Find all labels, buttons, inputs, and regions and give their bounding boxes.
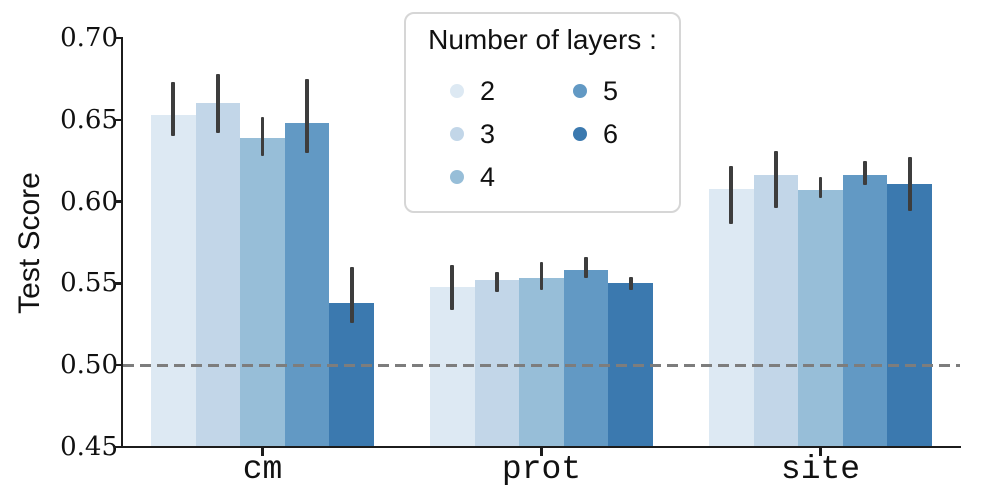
legend-item-label: 5 [603, 76, 619, 106]
legend-item-layers-3: 3 [450, 112, 495, 156]
legend-swatch-icon-layers-6 [573, 127, 587, 141]
error-bar-site-layers-5 [863, 160, 868, 186]
y-tick-mark [114, 445, 123, 449]
bar-cm-layers-5 [284, 123, 330, 447]
y-axis-label: Test Score [13, 172, 46, 314]
y-tick-label: 0.65 [60, 104, 118, 135]
y-tick-label: 0.45 [60, 432, 118, 462]
y-tick-label: 0.60 [60, 186, 118, 217]
error-bar-prot-layers-2 [450, 265, 455, 310]
bar-cm-layers-2 [150, 114, 196, 447]
legend-item-layers-6: 6 [573, 112, 618, 156]
legend-item-label: 6 [603, 119, 619, 149]
legend-item-layers-5: 5 [573, 69, 618, 113]
error-bar-prot-layers-3 [494, 271, 499, 292]
error-bar-cm-layers-6 [349, 267, 354, 323]
error-bar-cm-layers-5 [305, 78, 310, 153]
bar-cm-layers-3 [195, 103, 241, 447]
bar-prot-layers-5 [563, 270, 609, 447]
x-tick-mark [261, 448, 264, 456]
bar-cm-layers-6 [329, 303, 375, 447]
legend: Number of layers : 2 3 4 5 6 [404, 12, 681, 213]
bar-site-layers-2 [708, 188, 754, 447]
y-tick-mark [114, 118, 123, 122]
error-bar-cm-layers-4 [260, 116, 265, 156]
legend-item-layers-2: 2 [450, 69, 495, 113]
bar-prot-layers-3 [474, 280, 520, 447]
y-tick-label: 0.50 [60, 350, 118, 381]
y-tick-mark [114, 363, 123, 367]
error-bar-site-layers-6 [907, 157, 912, 212]
chance-level-reference-line [123, 363, 960, 367]
y-tick-mark [114, 200, 123, 203]
error-bar-prot-layers-5 [584, 257, 589, 279]
x-tick-mark [819, 448, 822, 456]
bar-prot-layers-4 [519, 278, 564, 447]
x-axis-line [120, 445, 961, 448]
y-tick-mark [114, 36, 123, 40]
error-bar-cm-layers-3 [215, 73, 220, 133]
legend-swatch-icon-layers-5 [573, 84, 587, 98]
bar-prot-layers-2 [429, 286, 475, 447]
error-bar-prot-layers-4 [539, 262, 544, 290]
bar-site-layers-4 [798, 190, 843, 447]
legend-title: Number of layers : [428, 24, 657, 55]
error-bar-site-layers-3 [773, 150, 778, 209]
legend-item-layers-4: 4 [450, 155, 495, 199]
legend-swatch-icon-layers-2 [450, 84, 464, 98]
legend-item-label: 4 [480, 162, 496, 192]
legend-item-label: 2 [480, 76, 496, 106]
legend-item-label: 3 [480, 119, 496, 149]
error-bar-prot-layers-6 [628, 276, 633, 290]
y-tick-mark [114, 282, 123, 285]
x-tick-label-cm: cm [242, 451, 283, 488]
x-tick-mark [540, 448, 543, 456]
legend-swatch-icon-layers-4 [450, 170, 464, 184]
bar-site-layers-5 [842, 175, 888, 447]
error-bar-cm-layers-2 [171, 82, 176, 137]
y-axis-line [120, 37, 123, 448]
legend-swatch-icon-layers-3 [450, 127, 464, 141]
error-bar-site-layers-4 [818, 177, 823, 199]
x-tick-label-prot: prot [501, 451, 582, 488]
x-tick-label-site: site [780, 451, 861, 488]
bar-cm-layers-4 [240, 137, 285, 447]
bar-site-layers-3 [753, 175, 799, 447]
error-bar-site-layers-2 [729, 165, 734, 225]
y-tick-label: 0.70 [60, 23, 118, 53]
y-tick-label: 0.55 [60, 268, 118, 299]
bar-site-layers-6 [887, 183, 933, 447]
